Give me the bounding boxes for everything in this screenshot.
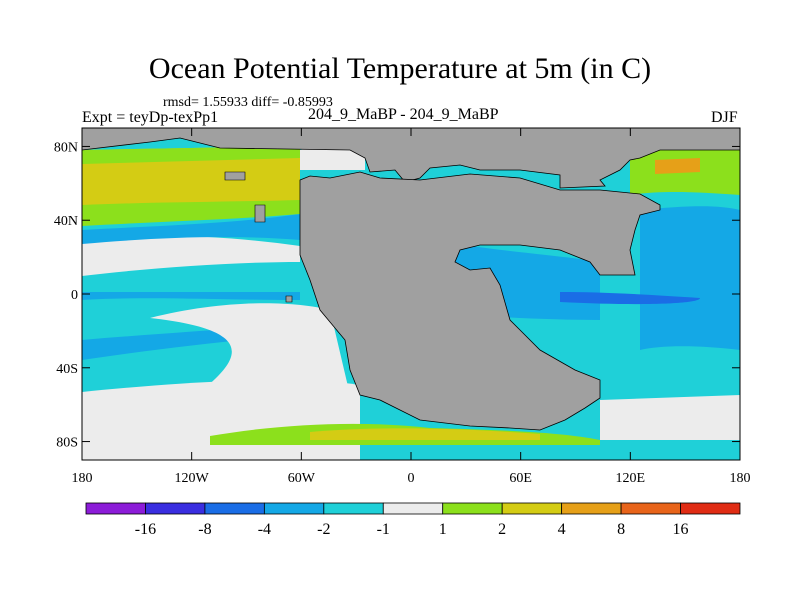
lon-tick-label: 180 <box>730 471 751 486</box>
central-supercontinent <box>299 171 661 431</box>
lon-tick-label: 120E <box>616 471 646 486</box>
southeast-neutral <box>600 395 740 440</box>
lon-tick-label: 180 <box>72 471 93 486</box>
equatorial-cold-core <box>560 292 700 305</box>
arctic-neutral <box>300 147 365 170</box>
season-label: DJF <box>711 109 738 126</box>
east-cool-region <box>640 206 740 350</box>
north-warm-lower <box>82 200 300 226</box>
lat-tick-label: 80S <box>56 436 78 451</box>
colorbar-label: 4 <box>558 521 566 538</box>
northern-landmass <box>82 128 740 189</box>
temperature-field <box>82 128 740 460</box>
colorbar-swatch <box>501 502 563 515</box>
colorbar-swatch <box>85 502 146 515</box>
colorbar-label: -1 <box>377 521 390 538</box>
equatorial-cool-band <box>82 292 300 300</box>
colorbar-label: 8 <box>617 521 625 538</box>
colorbar-swatch <box>382 502 444 515</box>
south-pacific-neutral <box>150 303 350 395</box>
colorbar: -16 -8 -4 -2 -1 1 2 4 8 16 <box>85 502 741 538</box>
colorbar-swatch <box>442 502 503 515</box>
rmsd-diff-stats: rmsd= 1.55933 diff= -0.85993 <box>163 95 333 110</box>
colorbar-swatch <box>680 502 741 515</box>
lon-tick-label: 120W <box>175 471 210 486</box>
northwest-cool-band <box>82 214 300 244</box>
longitude-axis: 180 120W 60W 0 60E 120E 180 <box>72 128 751 486</box>
colorbar-label: 1 <box>439 521 447 538</box>
colorbar-swatch <box>204 502 265 515</box>
lat-tick-label: 0 <box>71 288 78 303</box>
colorbar-swatch <box>263 502 325 515</box>
map-title: Ocean Potential Temperature at 5m (in C) <box>148 52 652 85</box>
period-label: 204_9_MaBP - 204_9_MaBP <box>308 106 499 123</box>
lon-tick-label: 0 <box>408 471 415 486</box>
lat-tick-label: 40N <box>54 214 78 229</box>
island-west <box>254 204 266 223</box>
colorbar-label: -8 <box>198 521 211 538</box>
colorbar-label: 16 <box>673 521 689 538</box>
colorbar-swatch <box>561 502 622 515</box>
colorbar-swatch <box>620 502 681 515</box>
colorbar-label: -4 <box>258 521 271 538</box>
antarctic-hot-band <box>310 428 540 440</box>
experiment-label: Expt = teyDp-texPp1 <box>82 109 219 126</box>
northeast-hot-spot <box>655 158 700 174</box>
southern-neutral-band <box>82 380 360 460</box>
colorbar-label: -2 <box>317 521 330 538</box>
colorbar-label: -16 <box>135 521 156 538</box>
colorbar-swatch <box>323 502 384 515</box>
island-small <box>285 295 293 303</box>
latitude-axis: 80N 40N 0 40S 80S <box>54 140 740 451</box>
island-north <box>224 171 246 181</box>
lat-tick-label: 40S <box>56 362 78 377</box>
lon-tick-label: 60E <box>509 471 532 486</box>
north-neutral-band <box>82 235 300 276</box>
colorbar-swatch <box>145 502 206 515</box>
north-warm-edge <box>82 146 300 164</box>
lon-tick-label: 60W <box>288 471 316 486</box>
lat-tick-label: 80N <box>54 140 78 155</box>
colorbar-label: 2 <box>498 521 506 538</box>
